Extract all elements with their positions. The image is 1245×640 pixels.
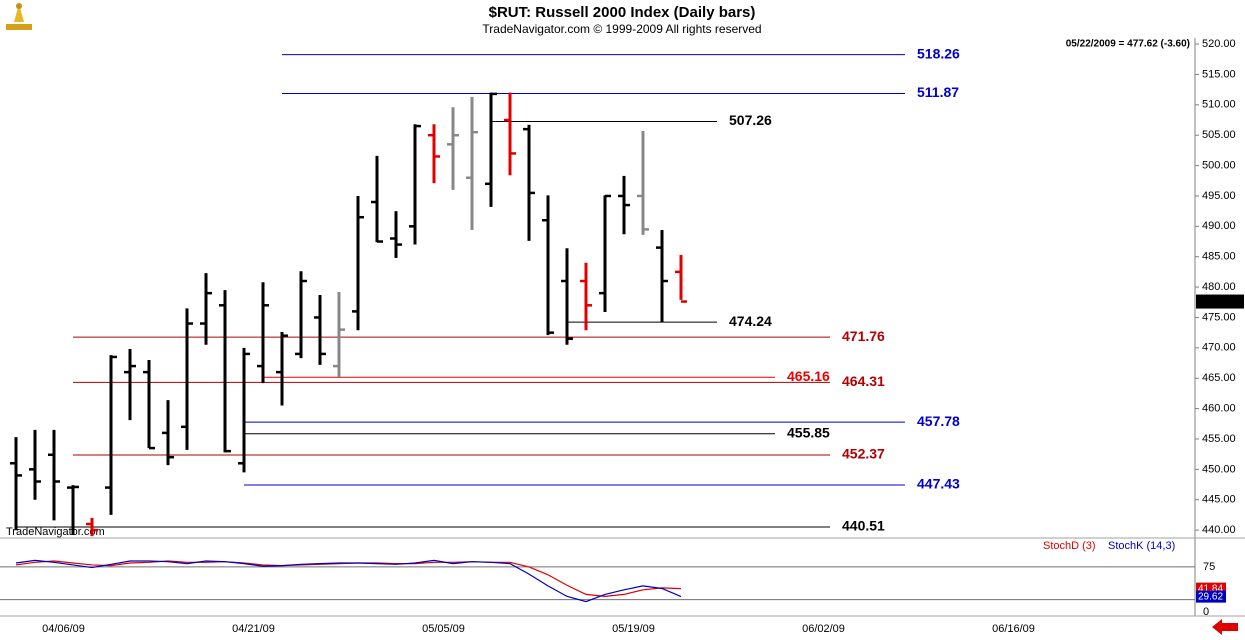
level-label: 455.85 <box>787 425 830 441</box>
stoch-line <box>15 559 682 603</box>
y-tick-label: 500.00 <box>1202 159 1236 171</box>
value-label: 41.84 <box>1198 583 1223 594</box>
ohlc-bar <box>656 229 668 323</box>
y-tick-label: 520.00 <box>1202 38 1236 50</box>
x-tick-label: 06/02/09 <box>802 623 845 635</box>
ohlc-bar <box>143 359 155 450</box>
ohlc-bar <box>561 248 573 345</box>
ohlc-bar <box>181 308 193 450</box>
ohlc-bar <box>124 349 136 421</box>
ohlc-bar <box>238 347 250 473</box>
ohlc-bar <box>105 355 117 515</box>
ohlc-bar <box>542 195 554 336</box>
ohlc-bar <box>29 429 41 500</box>
x-tick-label: 04/21/09 <box>232 623 275 635</box>
level-label: 471.76 <box>842 328 885 344</box>
level-label: 452.37 <box>842 446 885 462</box>
level-label: 507.26 <box>729 112 772 128</box>
x-tick-label: 05/05/09 <box>422 623 465 635</box>
y-tick-label: 495.00 <box>1202 190 1236 202</box>
level-label: 511.87 <box>917 84 959 100</box>
y-tick-label: 445.00 <box>1202 494 1236 506</box>
scroll-arrow[interactable] <box>1212 619 1238 635</box>
ohlc-bar <box>580 262 592 331</box>
last-price-box <box>1196 294 1244 309</box>
y-tick-label: 475.00 <box>1202 311 1236 323</box>
x-tick-label: 05/19/09 <box>612 623 655 635</box>
ohlc-bar <box>352 195 364 331</box>
logo <box>6 3 32 30</box>
ohlc-bar <box>86 517 98 537</box>
x-tick-label: 06/16/09 <box>992 623 1035 635</box>
level-label: 440.51 <box>842 518 885 534</box>
ohlc-bar <box>390 211 402 258</box>
y-tick-label: 480.00 <box>1202 281 1236 293</box>
ohlc-bar <box>409 124 421 245</box>
y-tick-label: 460.00 <box>1202 403 1236 415</box>
x-tick-label: 04/06/09 <box>42 623 85 635</box>
ohlc-bar <box>257 282 269 384</box>
logo-figure <box>14 4 24 22</box>
level-label: 447.43 <box>917 476 960 492</box>
level-label: 464.31 <box>842 373 885 389</box>
title: $RUT: Russell 2000 Index (Daily bars) <box>489 4 756 21</box>
ohlc-bar <box>48 429 60 521</box>
ohlc-bar <box>675 254 687 303</box>
ohlc-bar <box>428 124 440 184</box>
y-tick-label: 470.00 <box>1202 342 1236 354</box>
y-tick-label: 440.00 <box>1202 524 1236 536</box>
value-box <box>1196 590 1226 603</box>
ohlc-bar <box>219 290 231 453</box>
y-tick-label: 515.00 <box>1202 68 1236 80</box>
ohlc-bar <box>10 437 22 531</box>
y-tick-label: 465.00 <box>1202 372 1236 384</box>
ohlc-bar <box>504 92 516 176</box>
ohlc-bar <box>200 273 212 345</box>
legend-label: StochD (3) <box>1043 540 1096 552</box>
ohlc-bar <box>314 294 326 365</box>
y-tick-label: 510.00 <box>1202 99 1236 111</box>
y-tick-label: 75 <box>1203 561 1215 573</box>
ohlc-bar <box>466 96 478 230</box>
ohlc-bar <box>162 400 174 466</box>
ohlc-bar <box>523 124 535 241</box>
ohlc-bar <box>295 271 307 359</box>
y-tick-label: 0 <box>1203 606 1209 618</box>
logo-base <box>6 24 32 30</box>
value-label: 29.62 <box>1198 591 1223 602</box>
level-label: 457.78 <box>917 413 960 429</box>
level-label: 474.24 <box>729 313 772 329</box>
ohlc-bar <box>67 485 79 535</box>
level-label: 518.26 <box>917 45 960 61</box>
ohlc-bar <box>599 194 611 312</box>
legend-label: StochK (14,3) <box>1108 540 1175 552</box>
ohlc-bar <box>276 332 288 406</box>
logo-head <box>16 3 22 9</box>
last-price: 477.62 <box>1199 295 1233 307</box>
ohlc-bar <box>333 291 345 378</box>
y-tick-label: 485.00 <box>1202 251 1236 263</box>
y-tick-label: 490.00 <box>1202 220 1236 232</box>
watermark: TradeNavigator.com <box>6 526 105 538</box>
y-tick-label: 505.00 <box>1202 129 1236 141</box>
y-tick-label: 450.00 <box>1202 463 1236 475</box>
ohlc-bar <box>371 155 383 243</box>
info: 05/22/2009 = 477.62 (-3.60) <box>1066 39 1190 50</box>
y-tick-label: 455.00 <box>1202 433 1236 445</box>
ohlc-bar <box>618 175 630 235</box>
subtitle: TradeNavigator.com © 1999-2009 All right… <box>482 22 761 36</box>
level-label: 465.16 <box>787 368 830 384</box>
ohlc-bar <box>447 107 459 190</box>
ohlc-bar <box>637 130 649 235</box>
ohlc-bar <box>485 92 497 207</box>
